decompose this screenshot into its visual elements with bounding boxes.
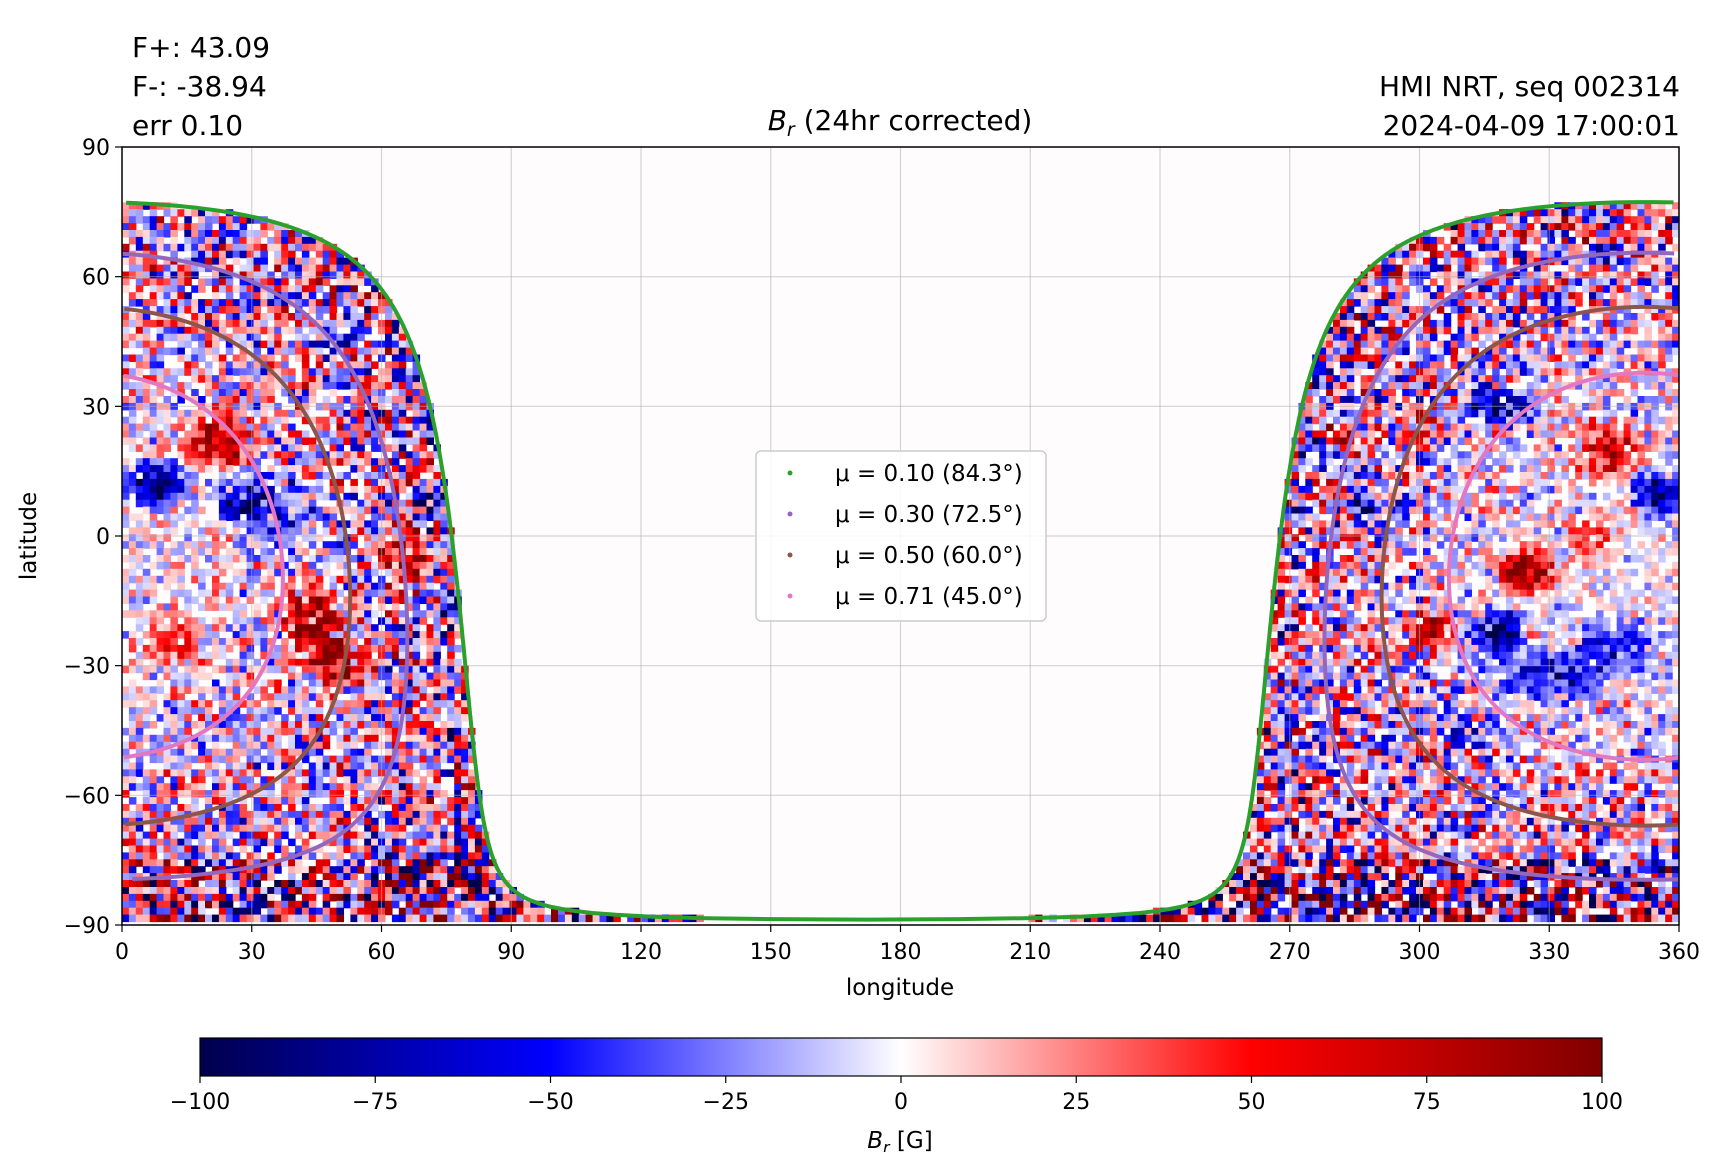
legend-label-3: μ = 0.71 (45.0°) [835,584,1023,610]
y-tick-label-3: 0 [96,525,110,550]
colorbar-ticks: −100 −75 −50 −25 0 25 50 75 100 [170,1076,1623,1115]
y-axis-label: latitude [16,492,42,580]
mu-contour-0 [126,200,1674,922]
legend-marker-1 [787,511,793,517]
x-tick-label-2: 60 [368,940,396,965]
y-tick-label-6: 90 [82,136,110,161]
chart-title: Br (24hr corrected) [768,104,1033,141]
x-tick-label-8: 240 [1139,940,1181,965]
legend-marker-0 [787,470,793,476]
x-tick-label-7: 210 [1009,940,1051,965]
mu-contour-3 [123,370,1679,762]
x-tick-label-1: 30 [238,940,266,965]
legend-box [755,450,1047,622]
mu-contours [122,200,1679,922]
legend-label-0: μ = 0.10 (84.3°) [835,461,1023,487]
colorbar-label: Br [G] [867,1128,932,1152]
colorbar-tick-label-4: 0 [894,1090,908,1115]
legend-marker-2 [787,552,793,558]
colorbar [199,1037,1603,1077]
y-tick-label-1: −60 [64,784,110,809]
colorbar-tick-label-8: 100 [1581,1090,1623,1115]
instrument-label: HMI NRT, seq 002314 [1378,70,1680,103]
legend-marker-3 [787,593,793,599]
colorbar-tick-label-7: 75 [1413,1090,1441,1115]
x-tick-label-0: 0 [115,940,129,965]
x-tick-label-11: 330 [1528,940,1570,965]
colorbar-tick-label-2: −50 [527,1090,573,1115]
flux-positive-label: F+: 43.09 [132,31,271,64]
flux-negative-label: F-: -38.94 [132,70,267,103]
colorbar-tick-label-0: −100 [170,1090,230,1115]
y-tick-label-4: 30 [82,395,110,420]
colorbar-tick-label-3: −25 [703,1090,749,1115]
legend-label-2: μ = 0.50 (60.0°) [835,543,1023,569]
datetime-label: 2024-04-09 17:00:01 [1382,109,1680,142]
x-axis-label: longitude [846,975,954,1001]
legend-label-1: μ = 0.30 (72.5°) [835,502,1023,528]
x-tick-label-3: 90 [497,940,525,965]
x-tick-label-6: 180 [880,940,922,965]
x-tick-label-9: 270 [1269,940,1311,965]
legend: μ = 0.10 (84.3°) μ = 0.30 (72.5°) μ = 0.50… [755,450,1047,622]
x-tick-label-4: 120 [620,940,662,965]
colorbar-tick-label-6: 50 [1238,1090,1266,1115]
y-axis-ticks: −90 −60 −30 0 30 60 90 [64,136,122,939]
y-tick-label-0: −90 [64,914,110,939]
mu-contour-1 [122,250,1679,882]
colorbar-tick-label-1: −75 [352,1090,398,1115]
mu-contour-2 [124,304,1679,828]
y-tick-label-2: −30 [64,655,110,680]
y-tick-label-5: 60 [82,266,110,291]
x-tick-label-5: 150 [750,940,792,965]
x-tick-label-12: 360 [1658,940,1700,965]
x-tick-label-10: 300 [1399,940,1441,965]
colorbar-tick-label-5: 25 [1062,1090,1090,1115]
x-axis-ticks: 0 30 60 90 120 150 180 210 240 270 300 330 360 [115,925,1700,965]
error-label: err 0.10 [132,109,244,142]
